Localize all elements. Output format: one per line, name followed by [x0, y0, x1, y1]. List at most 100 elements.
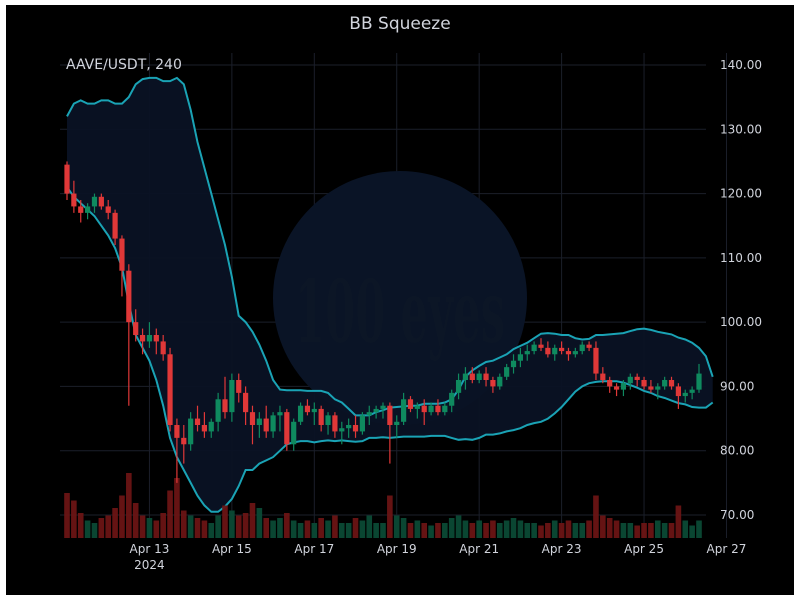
volume-bar [235, 515, 242, 538]
candle-body [208, 421, 214, 432]
candle-body [579, 344, 585, 352]
candle-body [71, 193, 77, 207]
volume-bar [503, 520, 510, 538]
candle-body [119, 238, 125, 271]
chart-title: BB Squeeze [349, 14, 450, 34]
candle-body [600, 373, 606, 380]
candle-body [256, 418, 262, 425]
y-tick-label: 100.00 [720, 315, 762, 329]
volume-bar [208, 523, 215, 538]
candle-body [146, 335, 153, 342]
volume-bar [373, 523, 379, 538]
y-tick-label: 110.00 [720, 251, 762, 265]
candle-body [483, 373, 489, 380]
volume-bar [696, 520, 702, 538]
candle-body [126, 270, 132, 323]
volume-bar [64, 493, 70, 538]
y-tick-label: 80.00 [720, 444, 754, 458]
volume-bar [661, 523, 668, 538]
candle-body [291, 421, 297, 445]
candle-body [572, 351, 578, 355]
candle-body [98, 196, 104, 207]
x-tick-label: Apr 23 [542, 542, 582, 556]
volume-bar [91, 523, 98, 538]
volume-bar [318, 518, 324, 538]
volume-bars [64, 473, 702, 538]
volume-bar [641, 523, 647, 538]
watermark-circle [273, 171, 527, 425]
candle-body [407, 399, 414, 409]
volume-bar [435, 523, 441, 538]
candle-body [442, 405, 448, 413]
candle-body [366, 412, 372, 416]
volume-bar [139, 515, 146, 538]
candlesticks [64, 161, 702, 483]
volume-bar [304, 520, 311, 538]
volume-bar [593, 495, 599, 538]
candle-body [339, 428, 345, 432]
volume-bar [352, 518, 359, 538]
candle-body [510, 360, 517, 368]
volume-bar [524, 523, 531, 538]
candle-body [160, 341, 166, 355]
y-tick-label: 70.00 [720, 508, 754, 522]
volume-bar [462, 520, 469, 538]
candle-body [401, 399, 407, 422]
candle-body [428, 405, 434, 413]
candle-body [352, 425, 359, 432]
symbol-label: AAVE/USDT, 240 [66, 57, 182, 73]
x-tick-label: Apr 19 [377, 542, 417, 556]
volume-bar [222, 505, 228, 538]
volume-bar [201, 520, 208, 538]
volume-bar [270, 520, 276, 538]
volume-bar [455, 515, 462, 538]
volume-bar [126, 473, 132, 538]
volume-bar [400, 518, 407, 538]
y-axis: 70.00 80.00 90.00 100.00 110.00 120.00 130.00 1… [720, 58, 762, 522]
candle-body [675, 386, 681, 397]
volume-bar [421, 523, 428, 538]
volume-bar [476, 520, 482, 538]
candle-body [449, 392, 455, 406]
candle-body [78, 206, 84, 213]
volume-bar [428, 525, 434, 538]
volume-bar [634, 525, 640, 538]
volume-bar [242, 513, 249, 538]
volume-bar [565, 520, 572, 538]
x-tick-sublabel: 2024 [134, 558, 165, 572]
candle-body [304, 405, 311, 413]
candle-body [627, 376, 633, 384]
candle-body [201, 425, 207, 432]
candle-body [263, 418, 269, 432]
volume-bar [325, 520, 331, 538]
watermark-logo: 100 eyes [273, 171, 527, 425]
candle-body [648, 386, 654, 390]
volume-bar [153, 520, 160, 538]
volume-bar [180, 510, 187, 538]
candle-body [112, 212, 118, 239]
candle-body [662, 380, 668, 387]
volume-bar [256, 508, 263, 538]
candle-body [414, 405, 420, 409]
x-axis: Apr 13 2024 Apr 15 Apr 17 Apr 19 Apr 21 Apr 23… [130, 542, 747, 572]
volume-bar [249, 503, 256, 538]
volume-bar [146, 518, 153, 538]
watermark-text: 100 eyes [295, 262, 505, 363]
volume-bar [606, 518, 613, 538]
candle-body [504, 367, 510, 377]
volume-bar [654, 520, 661, 538]
volume-bar [187, 515, 194, 538]
volume-bar [613, 520, 620, 538]
candle-body [181, 437, 187, 445]
volume-bar [263, 518, 270, 538]
candle-body [387, 405, 393, 425]
volume-bar [586, 520, 592, 538]
volume-bar [345, 523, 352, 538]
volume-bar [338, 523, 345, 538]
volume-bar [112, 508, 118, 538]
x-tick-label: Apr 21 [459, 542, 499, 556]
volume-bar [448, 518, 455, 538]
candle-body [236, 380, 242, 393]
candle-body [682, 392, 688, 397]
candle-body [243, 392, 249, 413]
